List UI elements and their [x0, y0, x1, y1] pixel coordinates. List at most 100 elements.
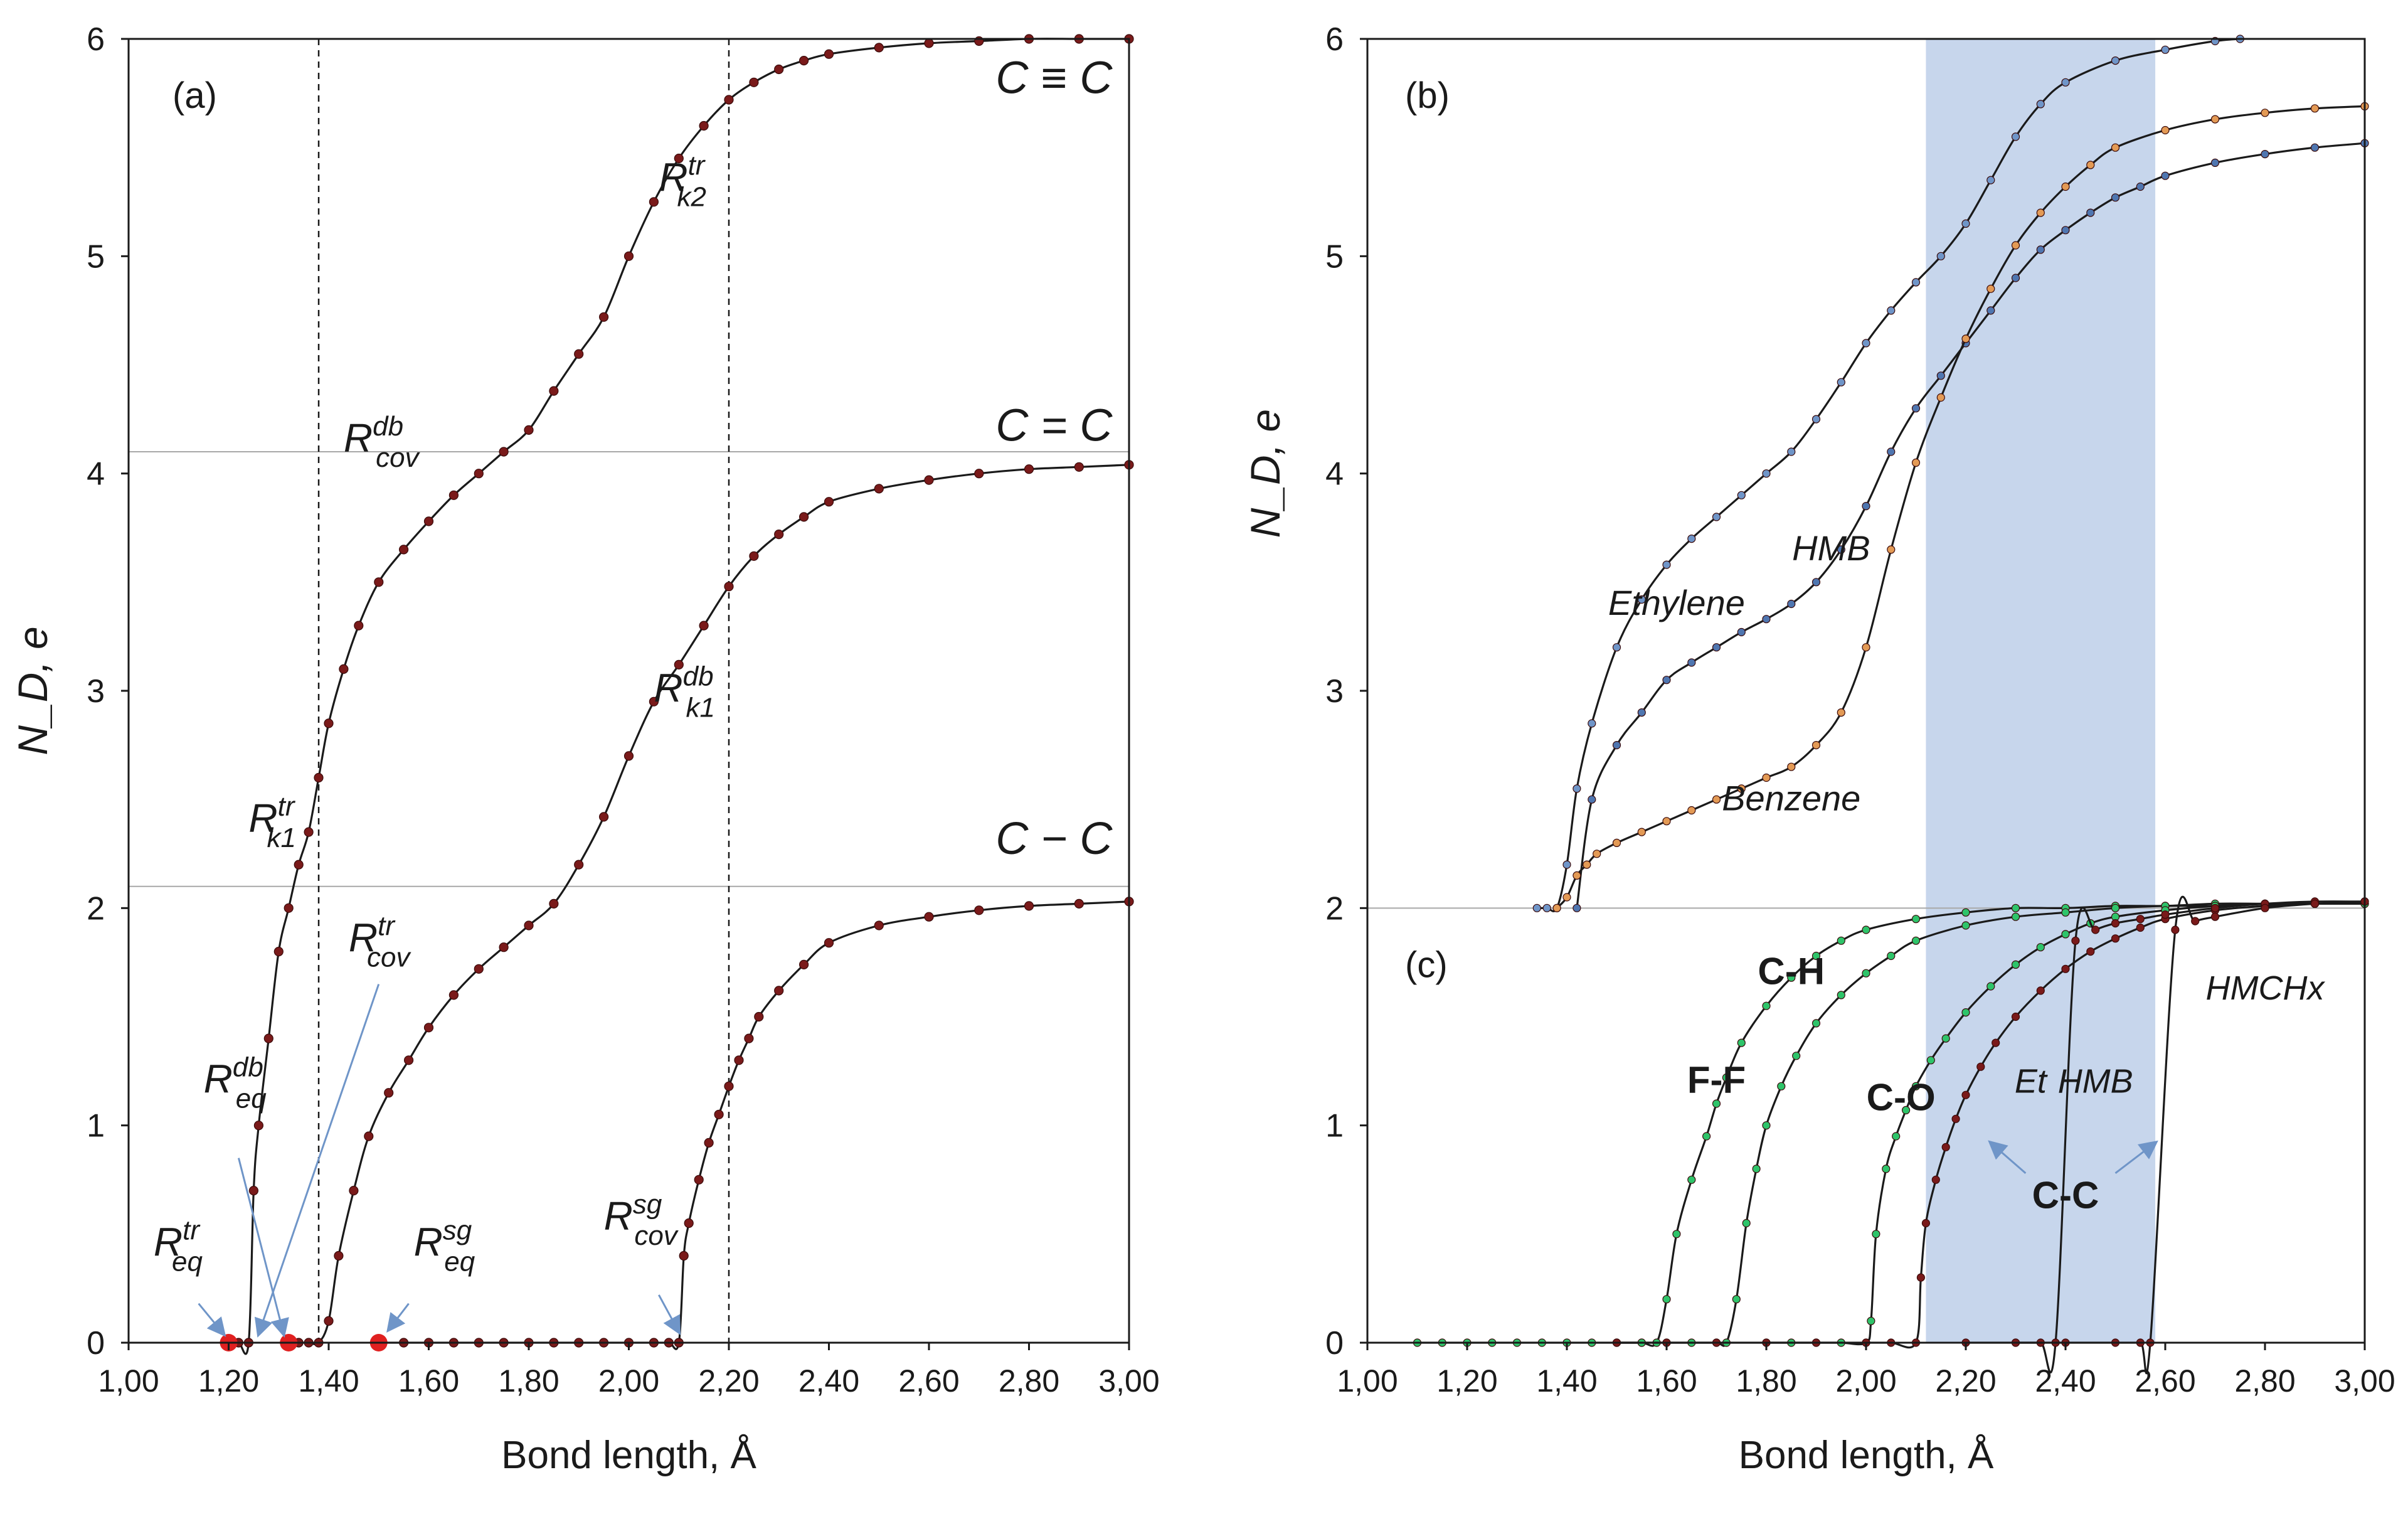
b-label-hmb: HMB	[1792, 528, 1870, 568]
a-point-c-c	[423, 516, 434, 526]
b-point-benzene	[1787, 762, 1796, 771]
b-annotations: Ethylene HMB Benzene	[1608, 528, 1870, 818]
a-point-c-c	[524, 425, 534, 435]
c-point-hmb	[2111, 919, 2120, 928]
a-annotation-r-tr-k1-sup: tr	[278, 791, 296, 822]
a-point-c-c	[499, 447, 509, 457]
a-point-c-c	[499, 942, 509, 952]
a-plot-frame	[127, 38, 1130, 1344]
b-point-hmb	[1862, 501, 1870, 511]
c-point-f-f	[1811, 951, 1821, 961]
b-point-benzene	[1837, 708, 1845, 717]
a-annotation-r-db-cov-sup: db	[373, 411, 403, 442]
a-point-c-c	[754, 1011, 764, 1022]
b-series-group	[1532, 35, 2369, 912]
a-point-c-c	[798, 512, 809, 522]
b-point-benzene	[2036, 208, 2045, 217]
a-point-c-c	[263, 1033, 273, 1043]
b-y-tick-label: 4	[1325, 456, 1344, 493]
a-point-c-c	[824, 938, 834, 948]
c-point-hmchx	[2310, 899, 2320, 909]
b-point-benzene	[1637, 828, 1646, 836]
a-annotation-r-tr-k1-base: R	[248, 796, 277, 841]
a-x-axis-label: Bond length, Å	[501, 1434, 756, 1477]
a-annotation-r-tr-k2: Rtr k2	[659, 150, 706, 212]
a-bond-label-0: C ≡ C	[995, 53, 1113, 104]
a-point-c-c	[924, 475, 934, 485]
a-point-c-c	[774, 986, 784, 996]
a-point-c-c	[649, 197, 659, 207]
a-point-c-c	[924, 38, 934, 48]
b-point-hmb	[2210, 158, 2220, 167]
c-point-c-o	[1902, 1106, 1911, 1115]
c-label-et: Et	[2015, 1063, 2048, 1101]
a-annotation-r-tr-cov-sub: cov	[367, 942, 411, 973]
b-point-ethylene	[1911, 278, 1921, 287]
a-line-c-c	[378, 900, 1130, 1350]
c-point-et	[1951, 1114, 1960, 1123]
a-point-c-c	[374, 577, 384, 587]
b-point-hmb	[2261, 150, 2269, 159]
a-y-tick-label: 6	[87, 21, 105, 58]
a-point-c-c	[694, 1175, 704, 1185]
c-x-tick-label: 1,60	[1636, 1363, 1697, 1399]
c-x-tick-label: 2,60	[2135, 1363, 2195, 1399]
c-point-f-f	[1672, 1230, 1681, 1239]
a-point-c-c	[304, 827, 314, 837]
c-point-c-h	[2111, 903, 2120, 912]
a-series-c-c	[284, 460, 1134, 1348]
a-y-tick-label: 2	[87, 890, 105, 927]
a-x-tick-label: 1,60	[398, 1363, 459, 1399]
b-point-benzene	[1986, 284, 1995, 293]
a-point-c-c	[403, 1055, 414, 1065]
a-point-c-c	[874, 43, 884, 53]
c-point-c-o	[1961, 1008, 1970, 1017]
c-point-c-h	[1777, 1082, 1786, 1090]
c-point-c-h	[1911, 936, 1921, 945]
c-point-c-h	[1811, 1019, 1821, 1028]
a-annotation-r-tr-k2-sub: k2	[677, 181, 706, 212]
b-point-hmb	[2136, 182, 2145, 191]
a-annotation-r-tr-cov-sup: tr	[378, 911, 396, 942]
a-point-c-c	[474, 964, 484, 974]
a-line-c-c	[289, 464, 1130, 1346]
a-point-c-c	[699, 621, 709, 631]
b-point-ethylene	[1542, 903, 1551, 912]
c-annotations: F-F C-H C-O Et HMB HMCHx C-C	[1687, 951, 2326, 1217]
c-point-c-h	[1862, 969, 1870, 978]
a-annotation-r-tr-k2-base: R	[659, 154, 687, 200]
c-point-c-h	[1742, 1218, 1751, 1228]
a-point-c-c	[704, 1138, 714, 1148]
a-point-c-c	[448, 490, 459, 500]
a-annotation-r-tr-eq: Rtr eq	[154, 1215, 203, 1277]
a-annotation-r-db-eq-sub: eq	[236, 1084, 267, 1114]
c-point-hmchx	[2171, 925, 2180, 934]
b-label-ethylene: Ethylene	[1608, 583, 1745, 622]
c-point-c-h	[2011, 912, 2020, 921]
b-point-benzene	[1552, 903, 1561, 912]
c-point-f-f	[1702, 1132, 1711, 1141]
a-point-c-c	[1074, 898, 1084, 909]
c-point-et	[1916, 1273, 1925, 1282]
a-point-c-c	[349, 1185, 359, 1196]
a-series-c-c	[374, 897, 1134, 1350]
c-point-hmb	[2161, 910, 2170, 919]
c-x-tick-label: 1,20	[1436, 1363, 1497, 1399]
b-point-benzene	[1573, 871, 1581, 880]
a-point-c-c	[674, 659, 684, 670]
a-point-c-c	[324, 718, 334, 728]
b-point-benzene	[2261, 109, 2269, 117]
c-point-hmchx	[2261, 903, 2269, 912]
panel-a: 1,00 1,20 1,40 1,60 1,80 2,00 2,20 2,40 2,60 2,80…	[9, 21, 1160, 1477]
b-y-tick-label: 3	[1325, 673, 1344, 710]
c-x-tick-label: 2,20	[1935, 1363, 1996, 1399]
a-annotation-r-db-cov: Rdb cov	[344, 411, 421, 473]
a-y-tick-label: 4	[87, 456, 105, 493]
c-point-et	[2036, 986, 2045, 995]
a-x-tick-label: 1,00	[98, 1363, 159, 1399]
a-point-c-c	[724, 95, 734, 105]
c-point-c-h	[1762, 1121, 1771, 1130]
bc-annotation-arrows	[1988, 1140, 2158, 1175]
c-point-c-o	[2011, 960, 2020, 969]
a-point-c-c	[1024, 464, 1034, 474]
